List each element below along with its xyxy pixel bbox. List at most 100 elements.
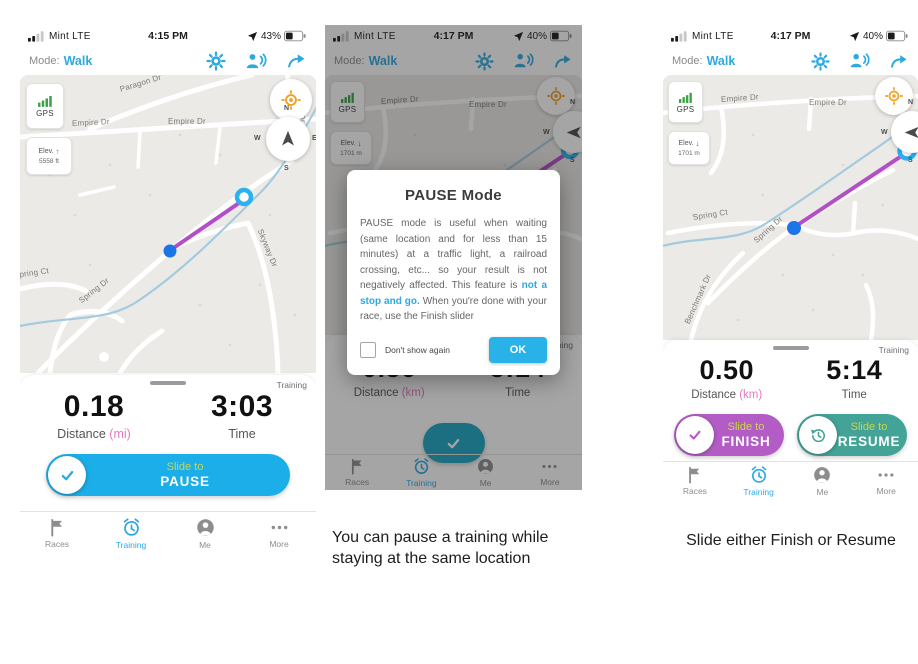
carrier-label: Mint LTE [354, 30, 396, 42]
compass-e: E [312, 135, 316, 142]
route-line [794, 151, 908, 228]
dialog-emphasis: not a stop and go. [360, 280, 548, 307]
voice-coach-icon[interactable] [245, 51, 267, 72]
alarm-clock-icon [123, 518, 139, 536]
time-stat: 5:14 Time [791, 355, 918, 401]
flag-icon [50, 518, 63, 537]
pause-confirm-button[interactable] [422, 423, 485, 463]
nav-races[interactable]: Races [325, 455, 389, 490]
current-position-dot [787, 221, 801, 235]
nav-more[interactable]: More [242, 512, 316, 555]
nav-me[interactable]: Me [454, 455, 518, 490]
bottom-nav: Races Training Me More [325, 454, 582, 490]
dialog-title: PAUSE Mode [405, 187, 502, 204]
status-bar: Mint LTE 4:15 PM 43% [20, 25, 316, 47]
nav-me[interactable]: Me [168, 512, 242, 555]
drag-handle[interactable] [150, 381, 186, 385]
compass-n: N [570, 99, 576, 106]
nav-more[interactable]: More [518, 455, 582, 490]
battery-percent: 40% [862, 30, 883, 42]
training-panel: Training 0.50 Distance (km) 5:14 Time [663, 340, 918, 500]
map-view[interactable]: Empire Dr Empire Dr Spring Ct Spring Dr … [663, 75, 918, 340]
distance-unit: (km) [739, 389, 763, 401]
locate-me-button[interactable] [537, 77, 575, 115]
gps-bars-icon [37, 96, 52, 107]
gps-label: GPS [338, 104, 357, 114]
elevation-label: Elev. [38, 148, 54, 155]
status-bar: Mint LTE 4:17 PM 40% [663, 25, 918, 47]
dont-show-again-checkbox[interactable] [360, 341, 376, 358]
phone-screenshot-paused: Mint LTE 4:17 PM 40% Mode: Walk [663, 25, 918, 500]
elevation-label: Elev. [340, 140, 356, 147]
compass-needle-icon [282, 130, 294, 146]
voice-coach-icon[interactable] [849, 51, 870, 71]
mode-value[interactable]: Walk [63, 54, 93, 68]
locate-target-icon [884, 86, 904, 106]
route-endpoint-circle [234, 187, 254, 207]
compass-needle-icon [904, 126, 918, 138]
time-stat: 3:03 Time [168, 390, 316, 441]
nav-more[interactable]: More [854, 462, 918, 500]
compass-button[interactable] [891, 111, 918, 153]
person-icon [195, 517, 216, 538]
compass-button[interactable] [553, 111, 582, 153]
gps-label: GPS [676, 104, 695, 114]
nav-training[interactable]: Training [94, 512, 168, 555]
time-value: 3:03 [210, 390, 274, 423]
settings-gear-icon[interactable] [206, 51, 226, 71]
nav-races[interactable]: Races [663, 462, 727, 500]
check-icon [689, 430, 701, 440]
elevation-badge: Elev. ↓ 1701 m [668, 131, 710, 165]
compass-n: N [284, 105, 290, 112]
compass-w: W [881, 129, 888, 136]
pause-mode-dialog: PAUSE Mode PAUSE mode is useful when wai… [347, 170, 560, 375]
gps-signal-badge: GPS [330, 81, 365, 123]
settings-gear-icon[interactable] [811, 51, 830, 71]
elevation-up-icon: ↑ [55, 147, 60, 156]
elevation-badge: Elev. ↑ 5558 ft [26, 137, 72, 175]
map-view[interactable]: Paragon Dr Empire Dr Empire Dr Spring Dr… [20, 75, 316, 373]
training-panel: Training 0.18 Distance (mi) 3:03 Time Sl… [20, 375, 316, 555]
time-label: Time [228, 427, 256, 441]
battery-percent: 43% [260, 30, 281, 42]
street-label: Empire Dr [809, 98, 847, 107]
share-icon[interactable] [889, 52, 909, 71]
nav-races[interactable]: Races [20, 512, 94, 555]
street-label: Empire Dr [168, 117, 206, 126]
distance-unit: (km) [401, 387, 425, 399]
ellipsis-icon [271, 525, 287, 530]
nav-training[interactable]: Training [727, 462, 791, 500]
gps-signal-badge: GPS [26, 83, 64, 129]
slide-to-pause-slider[interactable]: Slide to PAUSE [46, 454, 290, 496]
carrier-label: Mint LTE [692, 30, 734, 42]
locate-me-button[interactable] [875, 77, 913, 115]
status-time: 4:17 PM [770, 30, 811, 42]
nav-training[interactable]: Training [389, 455, 453, 490]
caption-finish-resume: Slide either Finish or Resume [686, 532, 896, 549]
resume-history-icon [809, 428, 825, 442]
mode-value[interactable]: Walk [706, 54, 736, 68]
app-header: Mode: Walk [663, 47, 918, 75]
route-line [170, 199, 244, 251]
slider-knob[interactable] [799, 416, 837, 454]
nav-me[interactable]: Me [791, 462, 855, 500]
time-label: Time [841, 389, 867, 401]
slide-to-finish-slider[interactable]: Slide to FINISH [674, 414, 784, 456]
distance-value: 0.50 [699, 355, 755, 385]
mode-value[interactable]: Walk [368, 54, 398, 68]
battery-percent: 40% [526, 30, 547, 42]
distance-stat: 0.18 Distance (mi) [20, 390, 168, 441]
distance-value: 0.18 [63, 390, 125, 423]
locate-me-button[interactable] [270, 79, 312, 121]
drag-handle[interactable] [772, 346, 809, 350]
ok-button[interactable]: OK [489, 336, 547, 363]
compass-w: W [543, 129, 550, 136]
compass-s: S [284, 165, 289, 172]
slider-knob[interactable] [48, 456, 86, 494]
share-icon[interactable] [286, 51, 307, 71]
slide-to-resume-slider[interactable]: Slide to RESUME [797, 414, 907, 456]
slider-knob[interactable] [676, 416, 714, 454]
elevation-down-icon: ↓ [695, 139, 700, 148]
compass-button[interactable] [266, 117, 310, 161]
